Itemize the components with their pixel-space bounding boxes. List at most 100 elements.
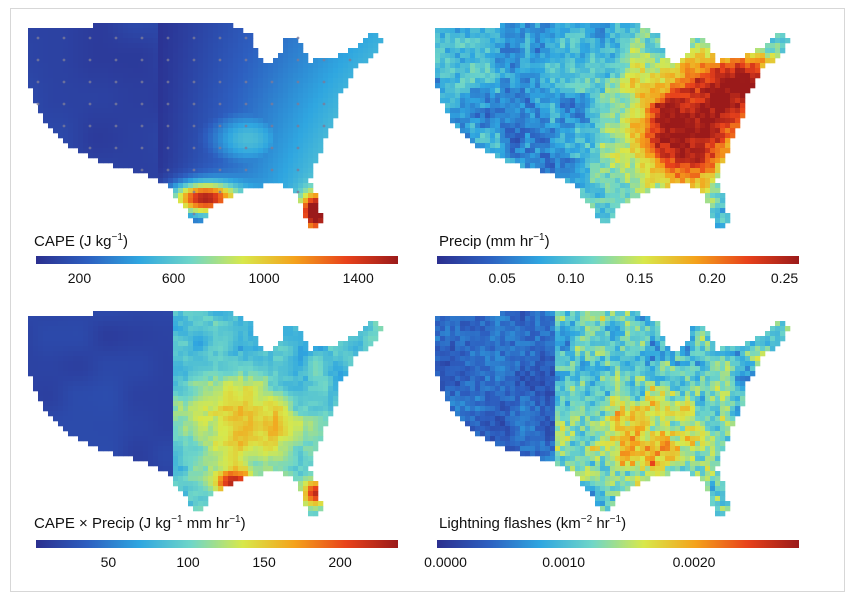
map-cell xyxy=(173,158,179,164)
map-cell xyxy=(465,88,471,94)
map-cell xyxy=(328,351,334,357)
map-cell xyxy=(490,43,496,49)
map-cell xyxy=(540,103,546,109)
map-cell xyxy=(168,68,174,74)
map-cell xyxy=(228,73,234,79)
map-cell xyxy=(630,143,636,149)
map-cell xyxy=(203,198,209,204)
map-cell xyxy=(440,98,446,104)
map-cell xyxy=(650,58,656,64)
map-cell xyxy=(183,158,189,164)
map-cell xyxy=(43,53,49,59)
map-cell xyxy=(223,386,229,392)
map-cell xyxy=(700,63,706,69)
map-cell xyxy=(178,148,184,154)
map-cell xyxy=(68,138,74,144)
map-cell xyxy=(595,138,601,144)
map-cell xyxy=(288,123,294,129)
map-cell xyxy=(470,118,476,124)
map-cell xyxy=(680,133,686,139)
map-cell xyxy=(605,138,611,144)
map-cell xyxy=(123,23,129,29)
map-cell xyxy=(248,173,254,179)
map-cell xyxy=(83,58,89,64)
map-cell xyxy=(58,113,64,119)
map-cell xyxy=(138,351,144,357)
map-cell xyxy=(690,173,696,179)
map-cell xyxy=(33,361,39,367)
map-cell xyxy=(655,158,661,164)
map-cell xyxy=(680,108,686,114)
map-cell xyxy=(605,23,611,29)
map-cell xyxy=(63,88,69,94)
map-cell xyxy=(298,406,304,412)
map-cell xyxy=(580,43,586,49)
map-cell xyxy=(53,396,59,402)
map-cell xyxy=(138,331,144,337)
map-cell xyxy=(655,53,661,59)
map-cell xyxy=(520,53,526,59)
map-cell xyxy=(183,311,189,317)
map-cell xyxy=(38,98,44,104)
map-cell xyxy=(133,58,139,64)
map-cell xyxy=(328,376,334,382)
map-cell xyxy=(605,213,611,219)
map-cell xyxy=(178,28,184,34)
map-cell xyxy=(63,336,69,342)
map-cell xyxy=(460,73,466,79)
map-cell xyxy=(525,118,531,124)
map-cell xyxy=(515,98,521,104)
map-cell xyxy=(218,321,224,327)
station-dot xyxy=(244,102,248,106)
map-cell xyxy=(138,356,144,362)
map-cell xyxy=(635,23,641,29)
map-cell xyxy=(128,23,134,29)
map-cell xyxy=(555,128,561,134)
map-cell xyxy=(570,23,576,29)
map-cell xyxy=(143,168,149,174)
map-cell xyxy=(288,401,294,407)
map-cell xyxy=(283,351,289,357)
map-cell xyxy=(695,183,701,189)
map-cell xyxy=(128,366,134,372)
map-cell xyxy=(303,391,309,397)
map-cell xyxy=(303,98,309,104)
map-cell xyxy=(665,168,671,174)
map-cell xyxy=(655,83,661,89)
map-cell xyxy=(103,33,109,39)
map-cell xyxy=(178,43,184,49)
map-cell xyxy=(78,103,84,109)
map-cell xyxy=(53,88,59,94)
map-cell xyxy=(198,193,204,199)
map-cell xyxy=(203,193,209,199)
map-cell xyxy=(303,416,309,422)
map-cell xyxy=(665,183,671,189)
map-cell xyxy=(273,411,279,417)
map-cell xyxy=(485,93,491,99)
map-cell xyxy=(223,321,229,327)
map-cell xyxy=(228,118,234,124)
map-cell xyxy=(705,148,711,154)
map-cell xyxy=(500,63,506,69)
map-cell xyxy=(38,43,44,49)
map-cell xyxy=(233,108,239,114)
map-cell xyxy=(595,23,601,29)
map-cell xyxy=(313,68,319,74)
map-cell xyxy=(218,416,224,422)
map-cell xyxy=(620,183,626,189)
map-cell xyxy=(465,73,471,79)
map-cell xyxy=(318,133,324,139)
map-cell xyxy=(173,28,179,34)
map-cell xyxy=(710,188,716,194)
map-cell xyxy=(43,361,49,367)
map-cell xyxy=(228,406,234,412)
map-cell xyxy=(298,83,304,89)
map-cell xyxy=(665,78,671,84)
map-cell xyxy=(223,361,229,367)
map-cell xyxy=(248,33,254,39)
colorbar-cape xyxy=(36,256,398,264)
map-cell xyxy=(680,168,686,174)
map-cell xyxy=(53,351,59,357)
map-cell xyxy=(198,163,204,169)
map-cell xyxy=(505,123,511,129)
